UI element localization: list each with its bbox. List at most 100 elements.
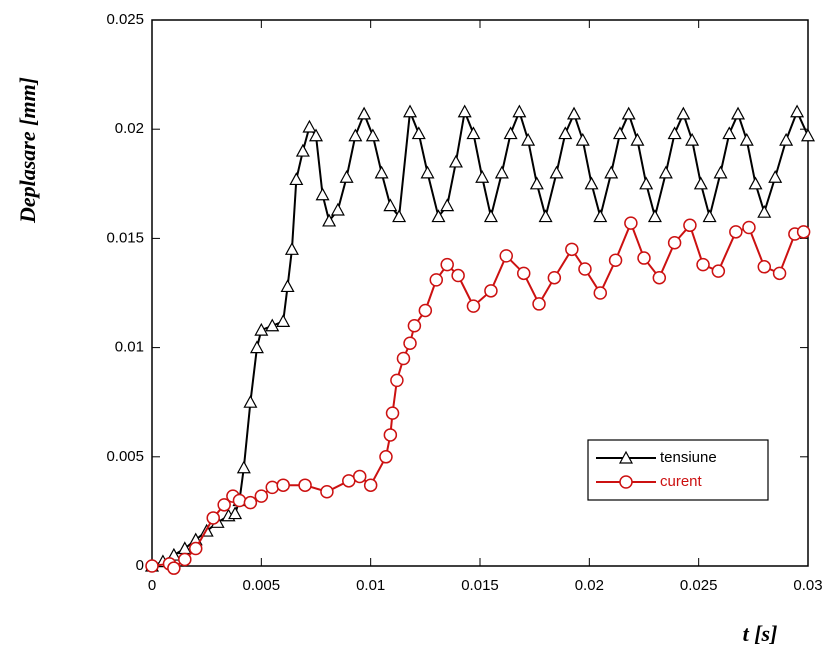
triangle-marker (322, 213, 337, 227)
circle-marker (624, 216, 638, 230)
circle-marker (217, 498, 231, 512)
triangle-marker (365, 128, 380, 142)
triangle-marker (265, 318, 280, 332)
triangle-marker (383, 198, 398, 212)
triangle-marker (685, 132, 700, 146)
x-tick-label: 0.015 (461, 577, 499, 594)
legend-label: curent (660, 473, 703, 490)
circle-marker (167, 561, 181, 575)
circle-marker (254, 489, 269, 503)
x-tick-label: 0.025 (680, 577, 718, 594)
triangle-marker (512, 104, 527, 118)
triangle-marker (295, 143, 310, 157)
circle-marker (532, 297, 546, 311)
circle-marker (232, 493, 247, 508)
triangle-marker (667, 126, 682, 140)
triangle-marker (308, 128, 324, 142)
circle-marker (206, 511, 220, 525)
circle-marker (757, 260, 772, 274)
series-line (151, 108, 809, 567)
circle-marker (466, 299, 481, 313)
triangle-marker (348, 128, 363, 142)
y-tick-label: 0.02 (115, 120, 144, 137)
circle-marker (484, 284, 498, 298)
triangle-marker (768, 169, 783, 183)
circle-marker (178, 552, 192, 567)
triangle-marker (228, 506, 243, 520)
y-tick-label: 0.01 (115, 339, 144, 356)
triangle-marker (779, 132, 794, 146)
triangle-marker (431, 209, 446, 223)
y-tick-label: 0.005 (106, 448, 144, 465)
circle-marker (637, 251, 651, 265)
triangle-marker (757, 204, 772, 218)
triangle-marker (403, 104, 418, 118)
triangle-marker (392, 209, 407, 223)
triangle-marker (475, 169, 490, 183)
triangle-marker (790, 104, 805, 118)
circle-marker (516, 266, 531, 281)
circle-marker (578, 262, 592, 276)
x-tick-label: 0.02 (575, 577, 604, 594)
triangle-marker (411, 126, 426, 140)
circle-marker (352, 469, 367, 484)
y-tick-label: 0.025 (106, 11, 144, 28)
triangle-marker (457, 104, 472, 118)
triangle-marker (722, 126, 737, 140)
triangle-marker (529, 176, 544, 190)
triangle-marker (558, 126, 573, 140)
circle-marker (276, 478, 290, 492)
circle-marker (418, 303, 433, 318)
triangle-marker (604, 165, 619, 179)
circle-marker (429, 273, 444, 287)
circle-marker (379, 450, 393, 464)
triangle-marker (243, 394, 258, 408)
triangle-marker (800, 128, 816, 142)
circle-marker (742, 220, 756, 235)
triangle-marker (339, 169, 354, 183)
triangle-marker (289, 172, 304, 186)
triangle-marker (420, 165, 435, 179)
triangle-marker (621, 106, 636, 120)
triangle-marker (448, 154, 463, 168)
triangle-marker (630, 132, 645, 146)
circle-marker (608, 253, 623, 267)
triangle-marker (538, 209, 553, 223)
triangle-marker (315, 187, 330, 201)
y-tick-label: 0 (136, 557, 144, 574)
circle-marker (385, 406, 400, 420)
x-tick-label: 0.03 (793, 577, 822, 594)
triangle-marker (639, 176, 654, 190)
circle-marker (298, 478, 312, 492)
circle-marker (396, 351, 411, 366)
triangle-marker (276, 314, 291, 327)
x-axis-label: t [s] (743, 621, 778, 646)
triangle-marker (357, 106, 372, 120)
triangle-marker (567, 106, 582, 120)
circle-marker (383, 428, 398, 442)
circle-marker (451, 268, 465, 283)
circle-marker (652, 270, 667, 285)
triangle-marker (676, 106, 691, 120)
triangle-marker (647, 209, 662, 223)
triangle-marker (374, 165, 389, 179)
circle-marker (188, 541, 203, 556)
circle-marker (243, 495, 258, 510)
circle-marker (796, 225, 811, 239)
y-axis-label: Deplasare [mm] (15, 77, 40, 224)
triangle-marker (280, 279, 295, 293)
circle-marker (619, 475, 633, 489)
x-tick-label: 0.01 (356, 577, 385, 594)
circle-marker (390, 373, 404, 388)
triangle-marker (612, 126, 627, 140)
circle-marker (403, 336, 417, 350)
triangle-marker (503, 126, 518, 140)
circle-marker (667, 236, 682, 250)
triangle-marker (658, 165, 673, 179)
series-line (151, 220, 804, 570)
triangle-marker (483, 209, 498, 223)
triangle-marker (713, 165, 728, 179)
circle-marker (407, 319, 422, 333)
x-tick-label: 0 (148, 577, 156, 594)
